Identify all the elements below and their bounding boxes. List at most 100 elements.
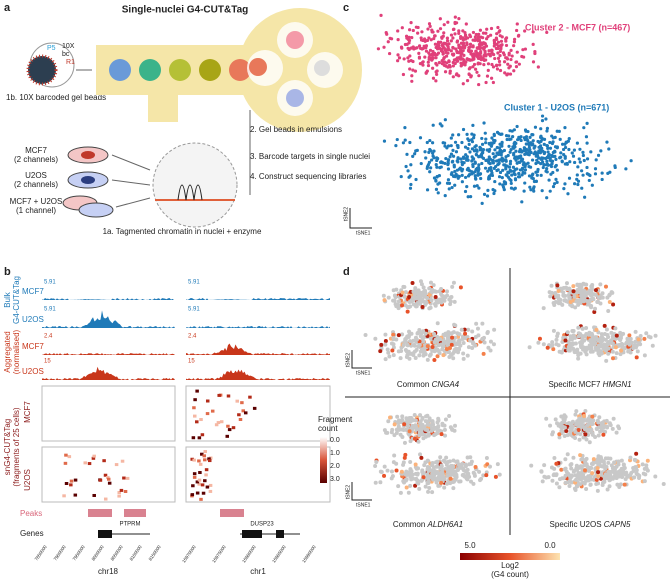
cell-dot bbox=[418, 421, 422, 425]
cell-dot bbox=[429, 25, 432, 28]
cell-dot bbox=[532, 185, 535, 188]
cell-dot bbox=[409, 187, 412, 190]
cell-dot bbox=[528, 345, 532, 349]
cell-dot bbox=[524, 128, 527, 131]
cell-dot bbox=[498, 146, 501, 149]
cell-dot bbox=[435, 188, 438, 191]
cell-dot bbox=[533, 145, 536, 148]
cell-dot bbox=[424, 352, 428, 356]
cell-dot bbox=[426, 490, 430, 494]
group-label: Bulk bbox=[3, 291, 12, 308]
heat-cell bbox=[126, 477, 130, 480]
cell-dot bbox=[444, 70, 447, 73]
coord-tick: 15990000 bbox=[301, 544, 317, 564]
cell-dot bbox=[493, 148, 496, 151]
cell-dot bbox=[438, 455, 442, 459]
cell-dot bbox=[386, 351, 390, 355]
cell-dot bbox=[581, 327, 585, 331]
cell-dot bbox=[432, 358, 436, 362]
signal-track bbox=[186, 298, 330, 300]
cell-dot bbox=[465, 22, 468, 25]
peak bbox=[124, 509, 146, 517]
cell-dot bbox=[559, 156, 562, 159]
cell-dot bbox=[627, 333, 631, 337]
cell-dot bbox=[501, 141, 504, 144]
cell-dot bbox=[542, 166, 545, 169]
cell-dot bbox=[430, 290, 434, 294]
cell-dot bbox=[477, 83, 480, 86]
cell-dot bbox=[511, 54, 514, 57]
cell-dot bbox=[498, 175, 501, 178]
cell-dot bbox=[479, 477, 483, 481]
cell-dot bbox=[393, 294, 397, 298]
cell-dot bbox=[618, 338, 622, 342]
cell-dot bbox=[412, 29, 415, 32]
heat-cell bbox=[198, 479, 202, 482]
heat-cell bbox=[203, 458, 207, 461]
cell-dot bbox=[520, 55, 523, 58]
cell-dot bbox=[488, 150, 491, 153]
cell-dot bbox=[437, 337, 441, 341]
cell-dot bbox=[592, 457, 596, 461]
cell-dot bbox=[544, 117, 547, 120]
cell-dot bbox=[463, 332, 467, 336]
cell-dot bbox=[509, 72, 512, 75]
cell-dot bbox=[575, 485, 579, 489]
cell-dot bbox=[483, 50, 486, 53]
cell-dot bbox=[460, 328, 464, 332]
cell-dot bbox=[399, 491, 403, 495]
cell-dot bbox=[437, 191, 440, 194]
cell-dot bbox=[568, 479, 572, 483]
cell-dot bbox=[573, 430, 577, 434]
cell-dot bbox=[454, 16, 457, 19]
cell-dot bbox=[583, 468, 587, 472]
cell-dot bbox=[550, 465, 554, 469]
cell-dot bbox=[575, 464, 579, 468]
cell-dot bbox=[446, 52, 449, 55]
cell-dot bbox=[446, 37, 449, 40]
cell-dot bbox=[455, 173, 458, 176]
cell-dot bbox=[454, 141, 457, 144]
track-label: Genes bbox=[20, 529, 44, 538]
channel bbox=[148, 92, 178, 122]
heat-cell bbox=[64, 454, 68, 457]
cell-dot bbox=[508, 52, 511, 55]
cell-dot bbox=[604, 456, 608, 460]
cell-dot bbox=[546, 164, 549, 167]
cell-dot bbox=[434, 62, 437, 65]
cell-dot bbox=[615, 483, 619, 487]
heat-cell bbox=[197, 459, 201, 462]
cell-dot bbox=[510, 170, 513, 173]
cell-dot bbox=[544, 475, 548, 479]
cell-dot bbox=[555, 421, 559, 425]
cell-dot bbox=[600, 422, 604, 426]
cell-dot bbox=[400, 414, 404, 418]
heat-cell bbox=[115, 463, 119, 466]
cell-dot bbox=[438, 61, 441, 64]
cell-dot bbox=[429, 352, 433, 356]
cell-dot bbox=[604, 359, 608, 363]
cell-dot bbox=[611, 350, 615, 354]
cell-dot bbox=[407, 41, 410, 44]
cell-dot bbox=[617, 426, 621, 430]
cell-dot bbox=[632, 475, 636, 479]
heat-cell bbox=[108, 482, 112, 485]
cell-dot bbox=[594, 346, 598, 350]
cell-dot bbox=[530, 176, 533, 179]
heat-cell bbox=[203, 479, 207, 482]
cell-dot bbox=[542, 306, 546, 310]
cell-dot bbox=[479, 62, 482, 65]
cell-dot bbox=[436, 321, 440, 325]
cell-dot bbox=[450, 136, 453, 139]
cell-dot bbox=[436, 30, 439, 33]
cell-dot bbox=[578, 157, 581, 160]
heat-cell bbox=[92, 455, 96, 458]
sample: U2OS bbox=[25, 171, 47, 180]
title-prefix: Common bbox=[397, 380, 432, 389]
cell-dot bbox=[453, 349, 457, 353]
cell-dot bbox=[436, 420, 440, 424]
cell-dot bbox=[407, 357, 411, 361]
cell-dot bbox=[576, 165, 579, 168]
cell-dot bbox=[451, 53, 454, 56]
legend-tick: 5.0 bbox=[464, 541, 476, 550]
